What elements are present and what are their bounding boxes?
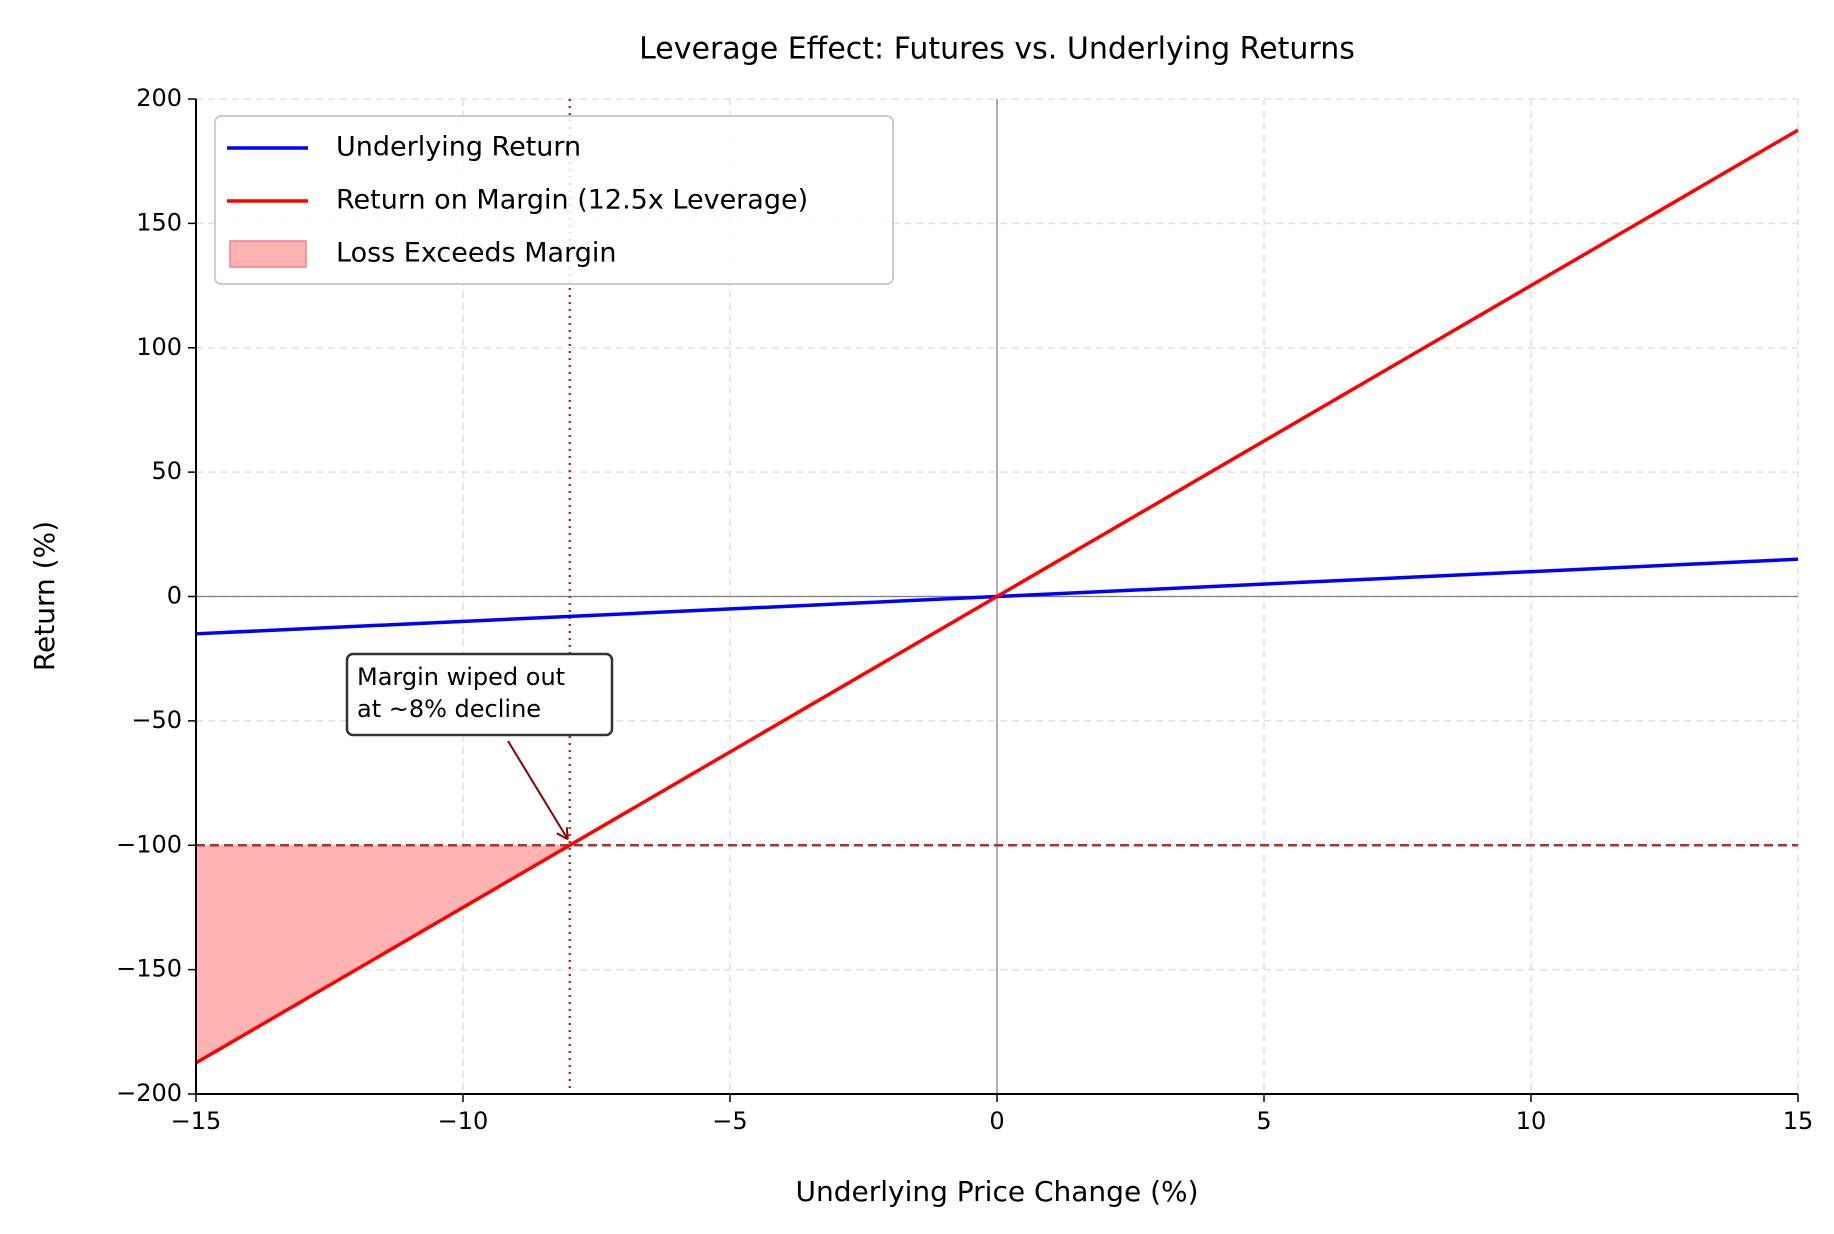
x-tick-label: −15 xyxy=(171,1107,222,1135)
legend-swatch xyxy=(229,240,307,268)
series-line xyxy=(195,128,1799,1065)
legend-box xyxy=(214,115,894,285)
x-tick-label: 5 xyxy=(1256,1107,1271,1135)
x-tick-label: −5 xyxy=(712,1107,747,1135)
y-axis-label: Return (%) xyxy=(28,521,61,671)
annotation-box xyxy=(345,652,614,737)
annotation-text: Margin wiped out xyxy=(357,663,565,691)
chart-title: Leverage Effect: Futures vs. Underlying … xyxy=(639,32,1355,67)
x-tick-label: 10 xyxy=(1516,1107,1547,1135)
y-tick-label: −100 xyxy=(116,830,182,858)
x-tick-label: 0 xyxy=(989,1107,1004,1135)
legend-label: Underlying Return xyxy=(336,132,581,163)
annotation-text: at ~8% decline xyxy=(357,695,541,723)
y-tick-label: −200 xyxy=(116,1079,182,1107)
annotation-arrow xyxy=(507,740,569,840)
x-tick-label: 15 xyxy=(1783,1107,1814,1135)
y-tick-label: 0 xyxy=(167,582,182,610)
x-axis-label: Underlying Price Change (%) xyxy=(795,1175,1198,1208)
y-tick-label: 200 xyxy=(136,84,182,112)
x-tick-label: −10 xyxy=(438,1107,489,1135)
y-tick-label: 150 xyxy=(136,208,182,236)
y-tick-label: −150 xyxy=(116,955,182,983)
legend-label: Loss Exceeds Margin xyxy=(336,238,616,269)
legend-label: Return on Margin (12.5x Leverage) xyxy=(336,185,808,216)
annotation-arrowhead xyxy=(556,827,569,841)
y-tick-label: −50 xyxy=(131,706,182,734)
y-tick-label: 100 xyxy=(136,333,182,361)
y-tick-label: 50 xyxy=(151,457,182,485)
